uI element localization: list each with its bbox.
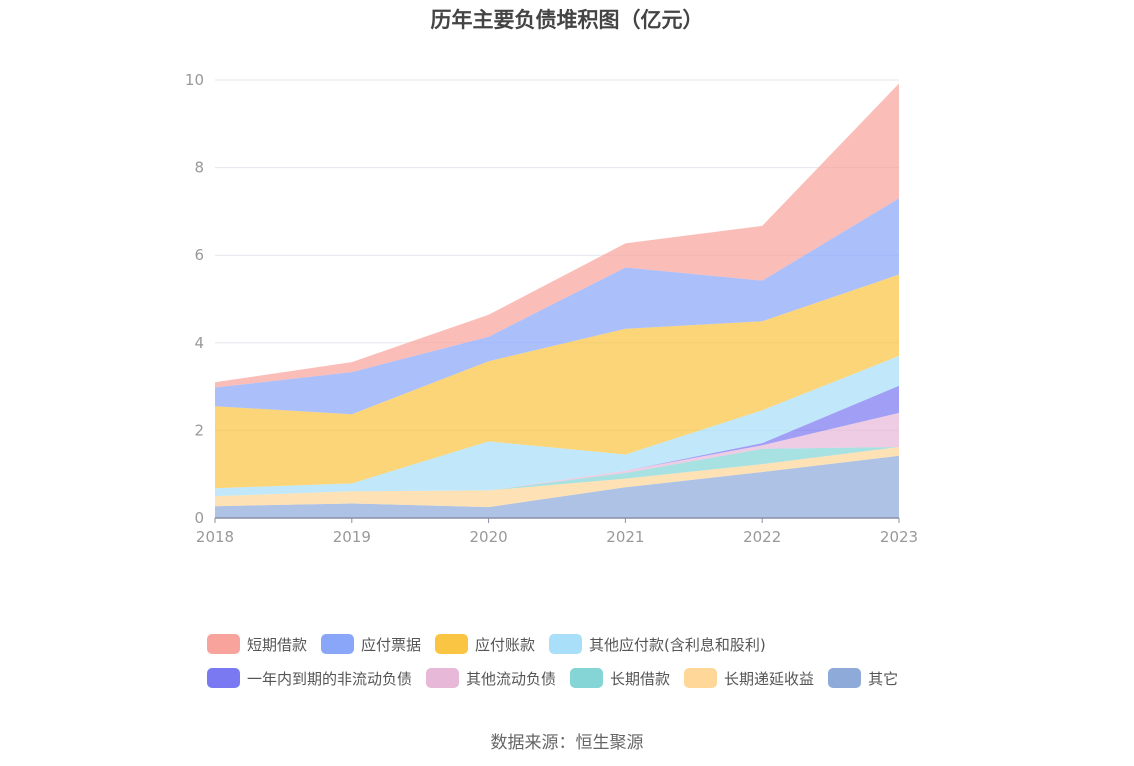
legend-swatch [549, 634, 583, 654]
x-tick-label: 2019 [333, 528, 371, 546]
legend-label: 其他应付款(含利息和股利) [589, 635, 766, 654]
legend-label: 长期递延收益 [724, 669, 815, 688]
chart-title: 历年主要负债堆积图（亿元） [430, 8, 704, 32]
y-tick-label: 2 [194, 421, 204, 439]
legend-swatch [570, 668, 604, 688]
legend-label: 应付账款 [475, 635, 536, 654]
legend-label: 长期借款 [610, 669, 671, 688]
x-tick-label: 2018 [196, 528, 234, 546]
legend-swatch [684, 668, 718, 688]
legend: 短期借款 应付票据 应付账款 其他应付款(含利息和股利) 一年内到期的非流动负债 其他流… [207, 629, 1007, 697]
legend-label: 其他流动负债 [466, 669, 557, 688]
area-series-1 [215, 447, 899, 508]
area-series [215, 83, 899, 518]
x-tick-label: 2023 [880, 528, 918, 546]
x-tick-label: 2020 [470, 528, 508, 546]
legend-swatch [426, 668, 460, 688]
area-series-2 [215, 447, 899, 497]
y-tick-label: 10 [185, 71, 204, 89]
legend-item[interactable]: 其它 [828, 668, 898, 689]
area-series-7 [215, 198, 899, 415]
y-tick-label: 8 [194, 159, 204, 177]
legend-swatch [321, 634, 355, 654]
legend-label: 短期借款 [247, 635, 308, 654]
axes: 0 2 4 6 8 10 2018 2019 2020 2021 2022 2023 [185, 71, 918, 546]
y-tick-label: 0 [194, 509, 204, 527]
legend-item[interactable]: 一年内到期的非流动负债 [207, 668, 412, 689]
area-series-5 [215, 355, 899, 497]
legend-label: 应付票据 [361, 635, 422, 654]
area-series-6 [215, 274, 899, 489]
legend-item[interactable]: 其他流动负债 [426, 668, 556, 689]
area-series-8 [215, 83, 899, 388]
legend-label: 其它 [868, 669, 899, 688]
legend-swatch [207, 634, 240, 654]
legend-item[interactable]: 长期借款 [570, 668, 670, 689]
x-tick-label: 2021 [606, 528, 644, 546]
stacked-area-chart: 0 2 4 6 8 10 2018 2019 2020 2021 2022 2023 [185, 71, 918, 546]
legend-label: 一年内到期的非流动负债 [247, 669, 413, 688]
legend-row-1: 短期借款 应付票据 应付账款 其他应付款(含利息和股利) [207, 629, 1007, 659]
legend-item[interactable]: 应付账款 [435, 634, 535, 655]
legend-row-2: 一年内到期的非流动负债 其他流动负债 长期借款 长期递延收益 其它 [207, 663, 1007, 693]
legend-item[interactable]: 长期递延收益 [684, 668, 814, 689]
legend-item[interactable]: 短期借款 [207, 634, 307, 655]
area-series-0 [215, 455, 899, 518]
legend-swatch [435, 634, 469, 654]
x-tick-label: 2022 [743, 528, 781, 546]
legend-swatch [828, 668, 862, 688]
legend-item[interactable]: 应付票据 [321, 634, 421, 655]
legend-swatch [207, 668, 240, 688]
legend-item[interactable]: 其他应付款(含利息和股利) [549, 634, 766, 655]
data-source: 数据来源：恒生聚源 [490, 733, 644, 753]
y-tick-label: 6 [194, 246, 204, 264]
y-tick-label: 4 [194, 334, 204, 352]
